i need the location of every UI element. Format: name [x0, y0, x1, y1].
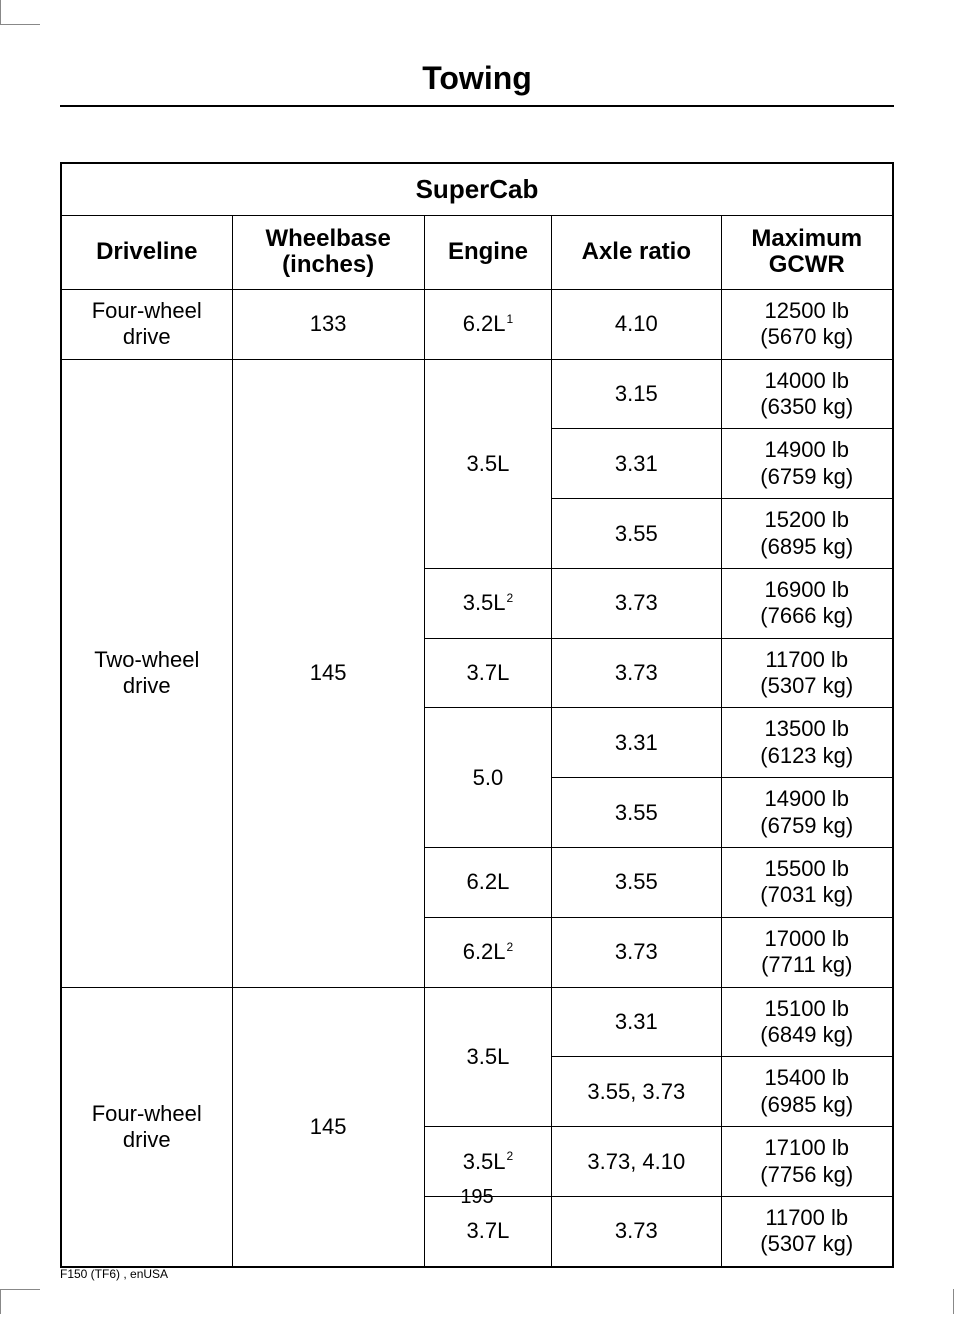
header-wheelbase: Wheelbase (inches) [232, 216, 424, 290]
cell-axle: 3.31 [552, 708, 721, 778]
cell-engine: 6.2L [424, 848, 551, 918]
cell-wheelbase: 145 [232, 987, 424, 1267]
cell-gcwr: 14000 lb (6350 kg) [721, 359, 893, 429]
cell-gcwr: 13500 lb (6123 kg) [721, 708, 893, 778]
cell-wheelbase: 145 [232, 359, 424, 987]
cell-axle: 3.55, 3.73 [552, 1057, 721, 1127]
cell-engine: 3.5L2 [424, 568, 551, 638]
cell-axle: 3.73 [552, 568, 721, 638]
table-row: Four-wheel drive 133 6.2L1 4.10 12500 lb… [61, 289, 893, 359]
page-number: 195 [460, 1186, 493, 1209]
cell-axle: 3.31 [552, 987, 721, 1057]
cell-gcwr: 15100 lb (6849 kg) [721, 987, 893, 1057]
cell-gcwr: 17100 lb (7756 kg) [721, 1127, 893, 1197]
table-row: Four-wheel drive 145 3.5L 3.31 15100 lb … [61, 987, 893, 1057]
cell-engine: 3.5L [424, 987, 551, 1127]
cell-gcwr: 14900 lb (6759 kg) [721, 778, 893, 848]
cell-axle: 4.10 [552, 289, 721, 359]
cell-axle: 3.55 [552, 848, 721, 918]
cell-gcwr: 11700 lb (5307 kg) [721, 638, 893, 708]
cell-engine: 3.5L [424, 359, 551, 568]
cell-driveline: Two-wheel drive [61, 359, 232, 987]
cell-gcwr: 12500 lb (5670 kg) [721, 289, 893, 359]
cell-gcwr: 15400 lb (6985 kg) [721, 1057, 893, 1127]
cell-gcwr: 17000 lb (7711 kg) [721, 917, 893, 987]
cell-engine: 6.2L1 [424, 289, 551, 359]
cell-gcwr: 15500 lb (7031 kg) [721, 848, 893, 918]
cell-engine: 3.7L [424, 638, 551, 708]
header-driveline: Driveline [61, 216, 232, 290]
header-engine: Engine [424, 216, 551, 290]
cell-axle: 3.73 [552, 638, 721, 708]
cell-axle: 3.55 [552, 778, 721, 848]
cell-gcwr: 15200 lb (6895 kg) [721, 499, 893, 569]
cell-driveline: Four-wheel drive [61, 289, 232, 359]
table-title: SuperCab [61, 163, 893, 216]
towing-table-container: SuperCab Driveline Wheelbase (inches) En… [60, 162, 894, 1268]
cell-engine: 5.0 [424, 708, 551, 848]
cell-gcwr: 11700 lb (5307 kg) [721, 1196, 893, 1266]
cell-axle: 3.15 [552, 359, 721, 429]
cell-axle: 3.31 [552, 429, 721, 499]
crop-mark [0, 0, 40, 25]
cell-gcwr: 16900 lb (7666 kg) [721, 568, 893, 638]
footer-text: F150 (TF6) , enUSA [60, 1267, 168, 1281]
cell-axle: 3.73 [552, 1196, 721, 1266]
cell-axle: 3.55 [552, 499, 721, 569]
header-axle-ratio: Axle ratio [552, 216, 721, 290]
cell-wheelbase: 133 [232, 289, 424, 359]
page-title: Towing [60, 60, 894, 107]
cell-driveline: Four-wheel drive [61, 987, 232, 1267]
cell-engine: 6.2L2 [424, 917, 551, 987]
cell-axle: 3.73, 4.10 [552, 1127, 721, 1197]
cell-axle: 3.73 [552, 917, 721, 987]
crop-mark [0, 1289, 40, 1314]
header-max-gcwr: Maximum GCWR [721, 216, 893, 290]
table-row: Two-wheel drive 145 3.5L 3.15 14000 lb (… [61, 359, 893, 429]
crop-mark [949, 1289, 954, 1314]
towing-table: SuperCab Driveline Wheelbase (inches) En… [60, 162, 894, 1268]
cell-gcwr: 14900 lb (6759 kg) [721, 429, 893, 499]
